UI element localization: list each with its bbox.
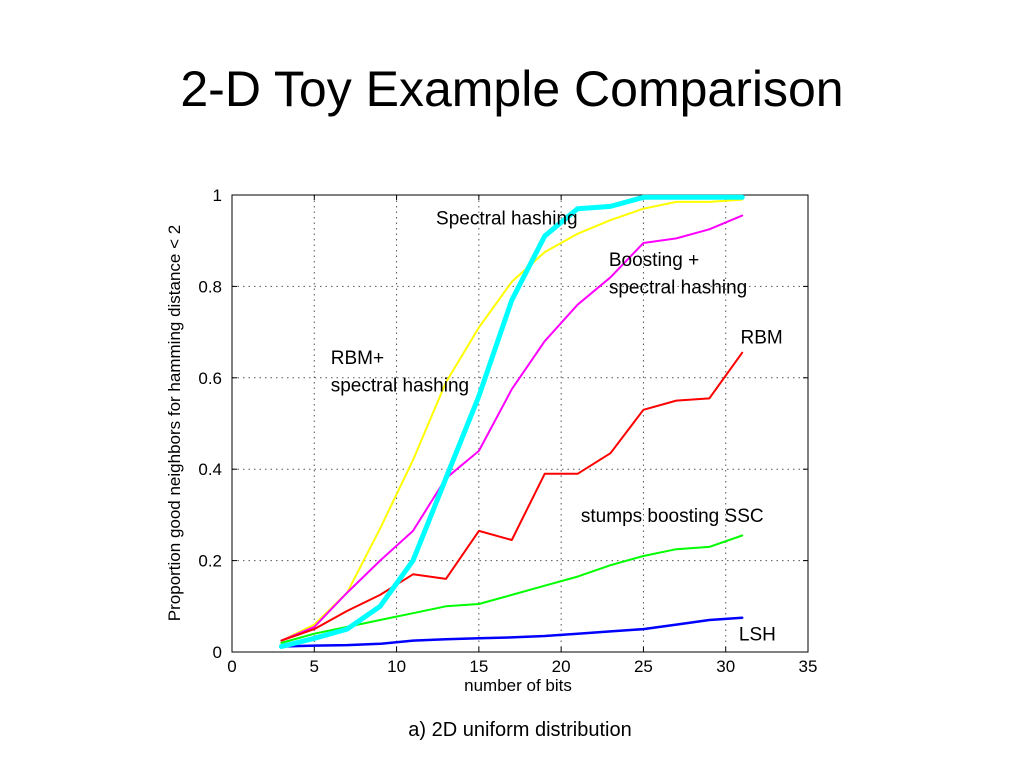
x-tick-label: 5 — [310, 657, 319, 676]
slide-title: 2-D Toy Example Comparison — [180, 61, 844, 117]
y-tick-label: 0 — [213, 643, 222, 662]
plot-frame — [231, 194, 809, 653]
chart-annotation: RBM — [741, 328, 783, 349]
grid — [232, 195, 808, 652]
x-tick-label: 20 — [552, 657, 571, 676]
series-line-yellow — [280, 198, 744, 642]
series-line-red — [280, 351, 744, 642]
series-line-green — [280, 534, 744, 644]
x-tick-label: 10 — [387, 657, 406, 676]
chart-annotation: spectral hashing — [331, 376, 469, 397]
x-tick-label: 30 — [716, 657, 735, 676]
y-tick-label: 0.2 — [198, 552, 222, 571]
series-lines — [278, 194, 745, 649]
chart-annotation: RBM+ — [331, 348, 384, 369]
x-tick-label: 0 — [227, 657, 236, 676]
x-tick-label: 35 — [799, 657, 818, 676]
series-line-magenta — [280, 214, 744, 642]
chart-annotation: spectral hashing — [609, 277, 747, 298]
chart-annotation: Boosting + — [609, 250, 699, 271]
x-tick-label: 15 — [469, 657, 488, 676]
chart-annotation: Spectral hashing — [436, 209, 578, 230]
series-line-blue — [280, 616, 744, 648]
y-axis-label: Proportion good neighbors for hamming di… — [165, 225, 184, 621]
y-tick-label: 0.4 — [198, 460, 222, 479]
y-tick-label: 0.8 — [198, 277, 222, 296]
chart-caption: a) 2D uniform distribution — [408, 719, 631, 741]
annotations: Spectral hashing Boosting + spectral hashi… — [331, 209, 783, 646]
x-tick-label: 25 — [634, 657, 653, 676]
y-tick-label: 1 — [213, 186, 222, 205]
series-line-cyan — [278, 194, 745, 649]
x-axis-label: number of bits — [464, 676, 572, 695]
y-tick-label: 0.6 — [198, 369, 222, 388]
chart-annotation: LSH — [739, 625, 776, 646]
axis-ticks: 0 5 10 15 20 25 30 35 0 0.2 0.4 0.6 0.8 1 — [198, 186, 817, 676]
chart-annotation: stumps boosting SSC — [581, 506, 764, 527]
